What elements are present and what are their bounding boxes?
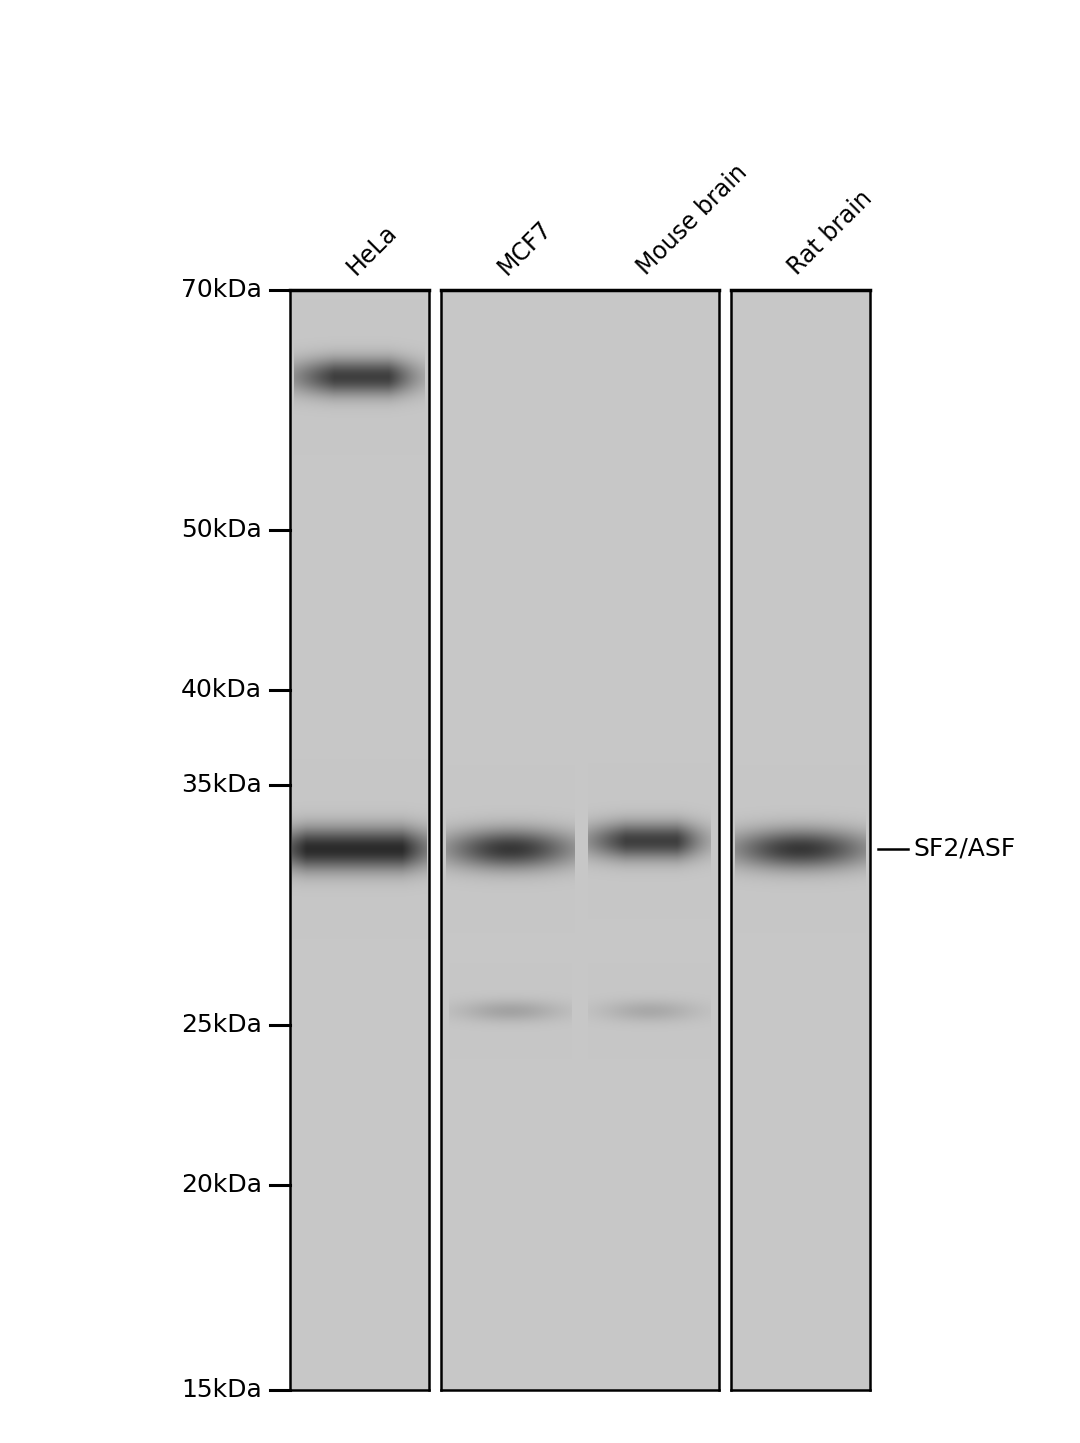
Text: 40kDa: 40kDa bbox=[181, 678, 262, 701]
Text: 50kDa: 50kDa bbox=[181, 518, 262, 543]
Text: Rat brain: Rat brain bbox=[783, 186, 877, 280]
Text: MCF7: MCF7 bbox=[494, 216, 557, 280]
Text: SF2/ASF: SF2/ASF bbox=[913, 837, 1015, 861]
Bar bbox=[291, 290, 429, 1390]
Text: 25kDa: 25kDa bbox=[181, 1013, 262, 1038]
Text: Mouse brain: Mouse brain bbox=[633, 160, 752, 280]
Text: HeLa: HeLa bbox=[342, 221, 402, 280]
Bar bbox=[731, 290, 870, 1390]
Text: 70kDa: 70kDa bbox=[181, 278, 262, 302]
Text: 15kDa: 15kDa bbox=[181, 1378, 262, 1403]
Bar bbox=[441, 290, 719, 1390]
Text: 20kDa: 20kDa bbox=[181, 1173, 262, 1196]
Text: 35kDa: 35kDa bbox=[181, 773, 262, 797]
